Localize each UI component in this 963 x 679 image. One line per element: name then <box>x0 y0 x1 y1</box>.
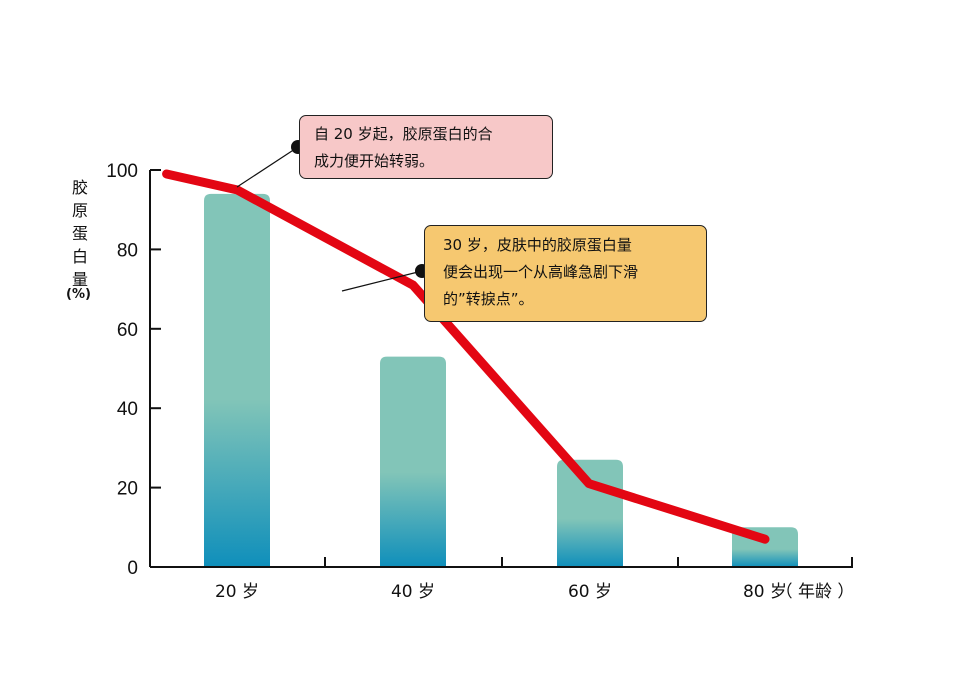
y-axis-label-char-4: 量 <box>72 270 89 289</box>
y-tick-label-0: 0 <box>127 558 138 579</box>
annotation-callout-30: 30 岁，皮肤中的胶原蛋白量 便会出现一个从高峰急剧下滑 的”转捩点”。 <box>424 225 707 322</box>
y-tick-label-3: 60 <box>117 320 138 341</box>
callout-1-leader <box>236 146 299 188</box>
y-axis-label-char: 原 <box>72 197 88 221</box>
annotation-line: 便会出现一个从高峰急剧下滑 <box>443 263 639 281</box>
bar-2 <box>557 459 623 567</box>
y-axis-unit: (%) <box>66 287 91 302</box>
x-axis-label: （ 年龄 ） <box>776 582 855 602</box>
annotation-callout-20: 自 20 岁起，胶原蛋白的合 成力便开始转弱。 <box>299 115 553 179</box>
annotation-line: 成力便开始转弱。 <box>314 152 435 170</box>
x-category-label-0: 20 岁 <box>215 582 259 602</box>
y-axis-label-char: 白 <box>72 243 88 267</box>
y-axis-label-char-1: 原 <box>72 201 89 220</box>
y-tick-label-4: 80 <box>117 240 138 261</box>
x-category-label-3: 80 岁 <box>743 582 787 602</box>
y-axis-label-char-2: 蛋 <box>72 224 89 243</box>
y-axis-label-char: 量 <box>72 266 88 290</box>
bar-1 <box>380 356 446 567</box>
y-axis-label-char-3: 白 <box>72 247 89 266</box>
y-tick-label-1: 20 <box>117 479 138 500</box>
bar-0 <box>204 193 270 567</box>
y-tick-label-2: 40 <box>117 399 138 420</box>
y-axis-label-char: 胶 <box>72 174 88 198</box>
callout-2-leader <box>341 270 423 292</box>
annotation-line: 的”转捩点”。 <box>443 290 534 308</box>
y-axis-label-char-0: 胶 <box>72 178 89 197</box>
x-category-label-1: 40 岁 <box>391 582 435 602</box>
annotation-line: 自 20 岁起，胶原蛋白的合 <box>314 125 493 143</box>
x-category-label-2: 60 岁 <box>568 582 612 602</box>
annotation-line: 30 岁，皮肤中的胶原蛋白量 <box>443 236 632 254</box>
y-tick-label-5: 100 <box>106 161 138 182</box>
y-axis-label-char: 蛋 <box>72 220 88 244</box>
